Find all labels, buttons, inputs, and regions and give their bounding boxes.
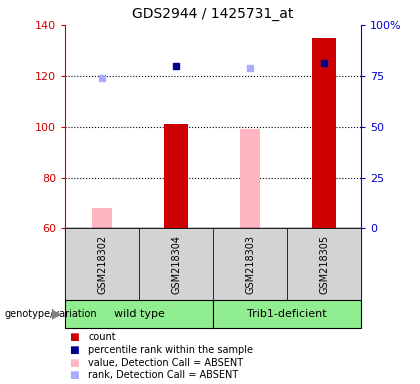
Text: GSM218303: GSM218303 — [245, 235, 255, 293]
Text: ■: ■ — [69, 332, 79, 342]
Text: Trib1-deficient: Trib1-deficient — [247, 309, 327, 319]
Bar — [139, 228, 213, 300]
Bar — [213, 228, 287, 300]
Bar — [65, 228, 139, 300]
Text: percentile rank within the sample: percentile rank within the sample — [88, 345, 253, 355]
Text: ■: ■ — [69, 345, 79, 355]
Bar — [312, 38, 336, 228]
Bar — [164, 124, 188, 228]
Bar — [65, 300, 213, 328]
Text: GSM218302: GSM218302 — [97, 235, 107, 293]
Text: wild type: wild type — [114, 309, 165, 319]
Bar — [287, 228, 361, 300]
Text: GSM218305: GSM218305 — [319, 235, 329, 293]
Text: ■: ■ — [69, 358, 79, 367]
Text: value, Detection Call = ABSENT: value, Detection Call = ABSENT — [88, 358, 243, 367]
Bar — [213, 300, 361, 328]
Text: count: count — [88, 332, 116, 342]
Text: rank, Detection Call = ABSENT: rank, Detection Call = ABSENT — [88, 370, 239, 380]
Bar — [240, 129, 260, 228]
Title: GDS2944 / 1425731_at: GDS2944 / 1425731_at — [132, 7, 294, 21]
Text: ■: ■ — [69, 370, 79, 380]
Text: ▶: ▶ — [52, 308, 61, 320]
Bar — [92, 208, 112, 228]
Text: GSM218304: GSM218304 — [171, 235, 181, 293]
Text: genotype/variation: genotype/variation — [4, 309, 97, 319]
